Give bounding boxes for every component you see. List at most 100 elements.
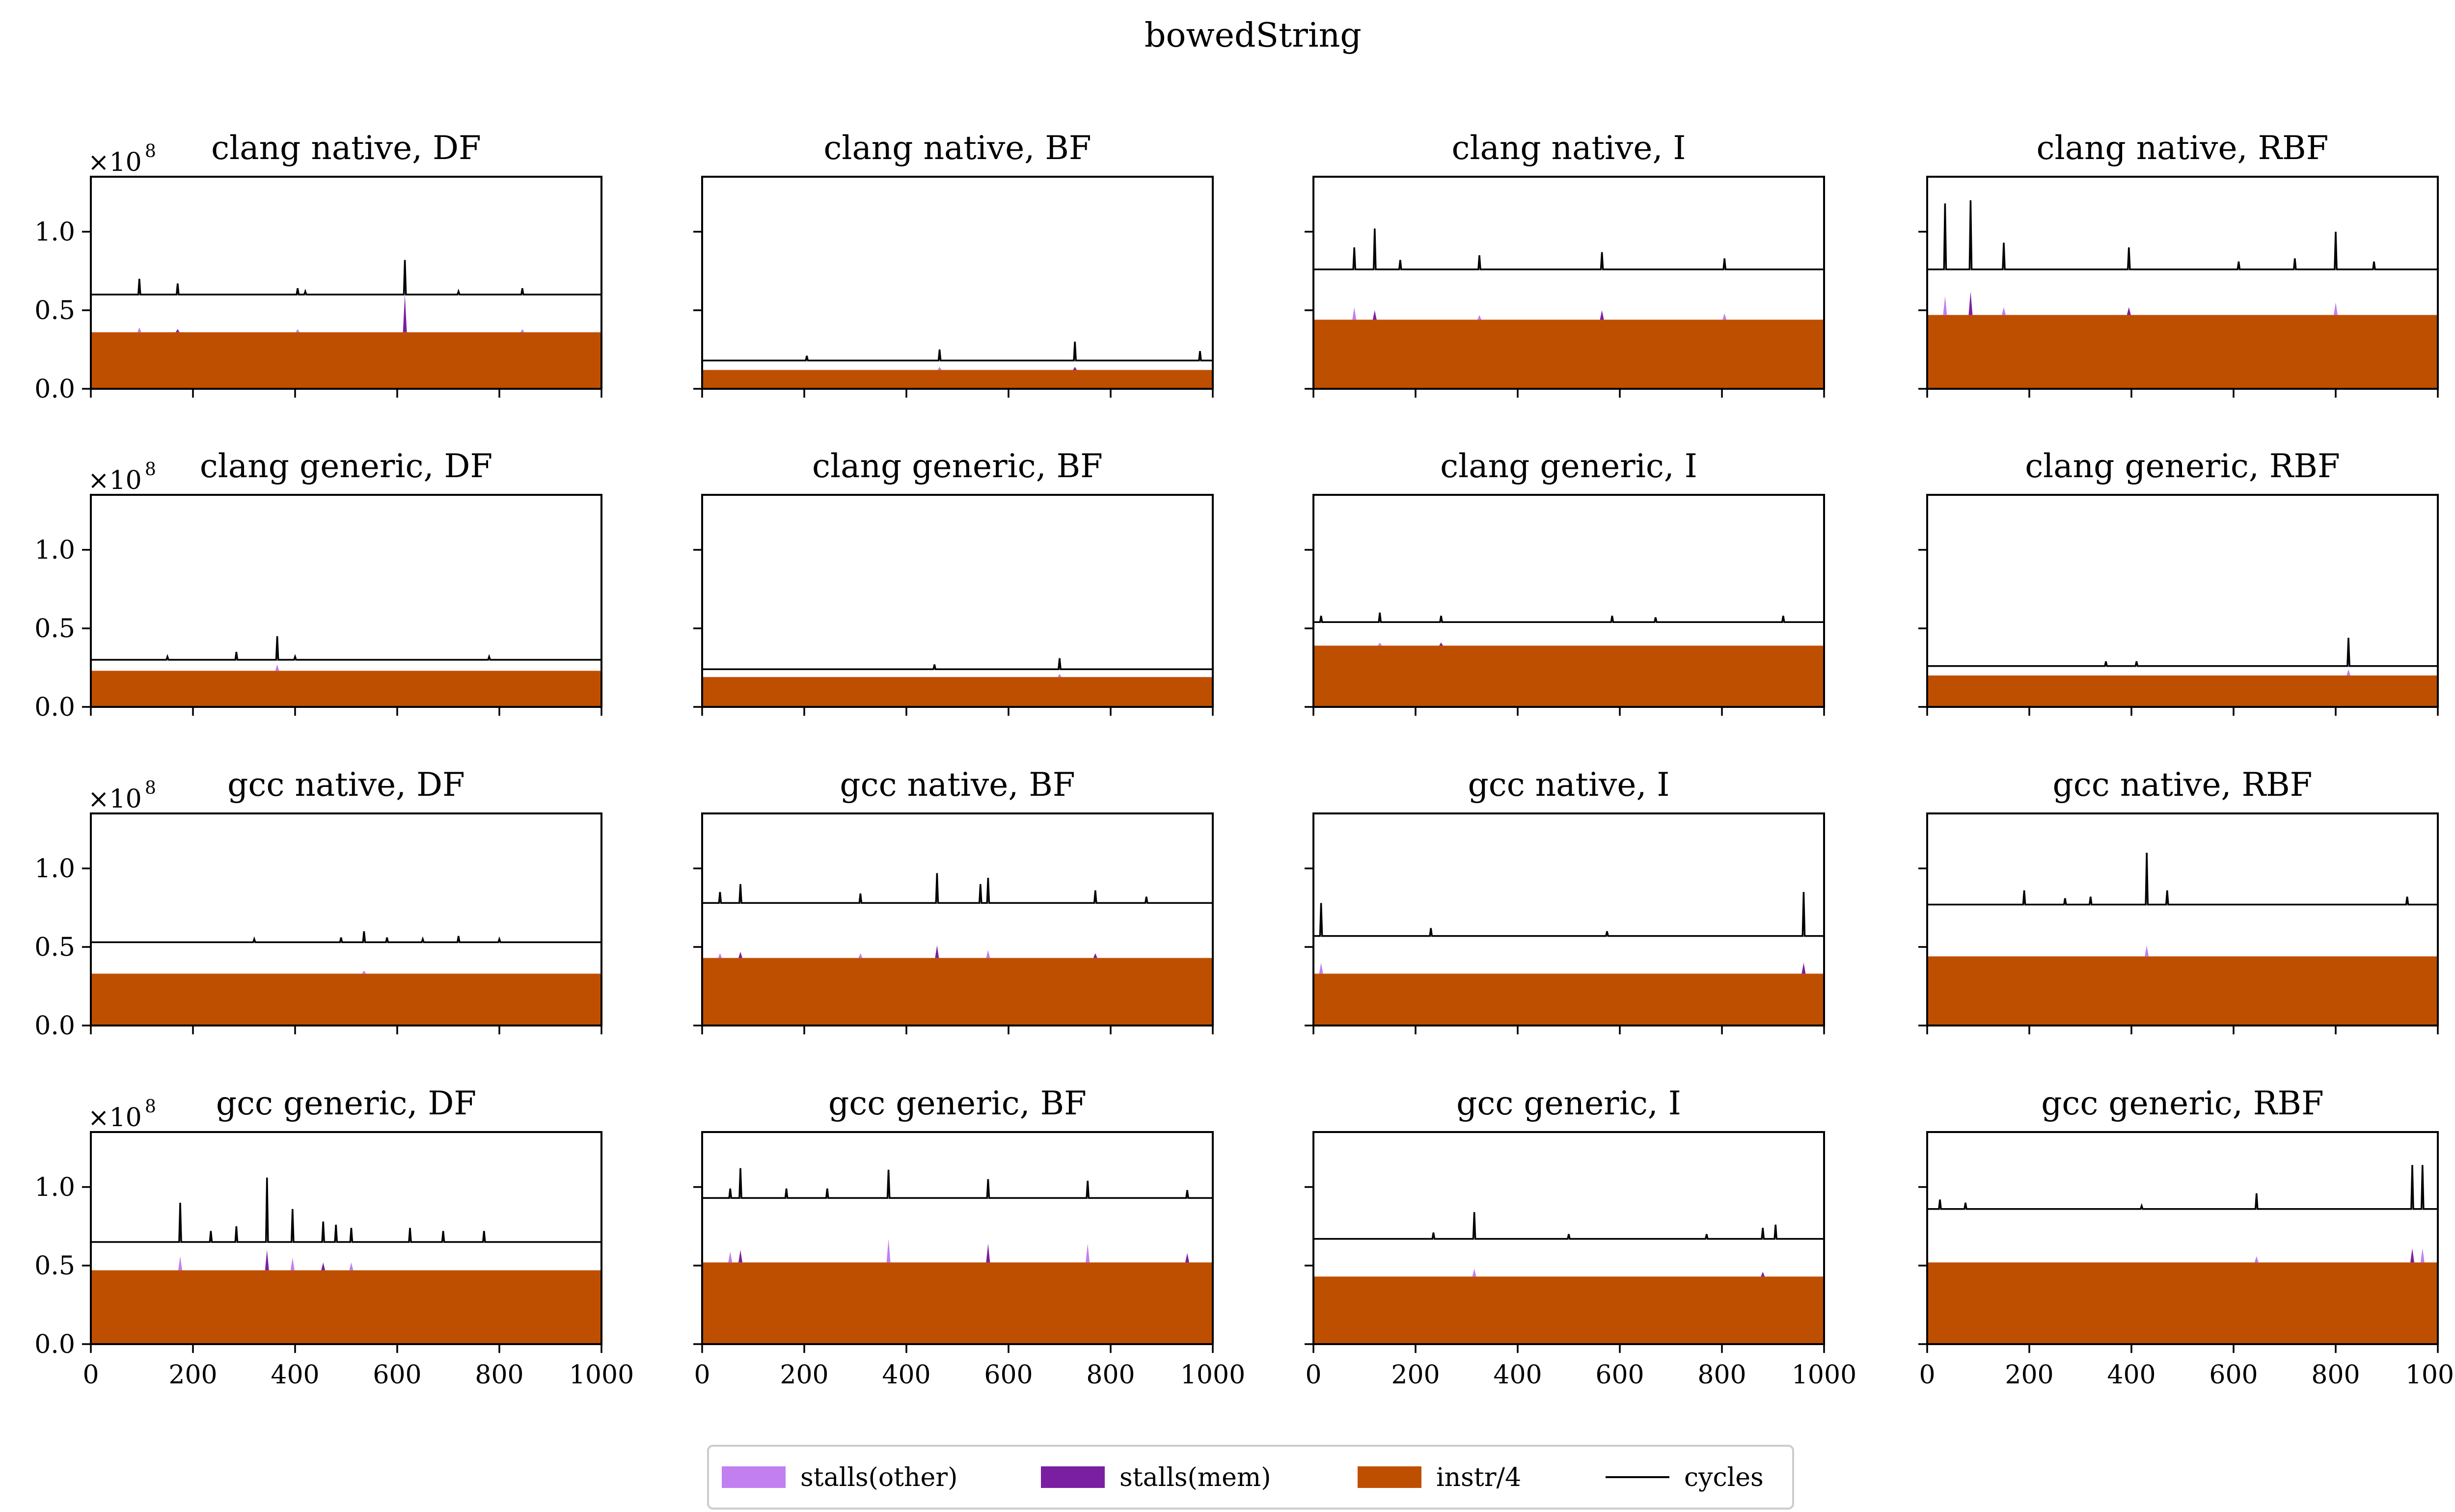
legend[interactable]: stalls(other) stalls(mem) instr/4 cycles (707, 1445, 1794, 1510)
axes-frame-8 (90, 812, 602, 1026)
x-tick-label-14-4: 800 (1697, 1360, 1746, 1390)
x-tick-label-12-4: 800 (475, 1360, 523, 1390)
instr-area-6 (1313, 646, 1824, 707)
instr-area-5 (702, 677, 1213, 707)
legend-item-2: instr/4 (1358, 1463, 1521, 1492)
cycles-line-14 (1313, 1212, 1824, 1240)
instr-area-8 (91, 973, 601, 1026)
x-tick-label-14-3: 600 (1595, 1360, 1644, 1390)
instr-area-15 (1927, 1262, 2438, 1344)
x-tick-label-13-3: 600 (984, 1360, 1033, 1390)
x-tick-label-13-4: 800 (1086, 1360, 1135, 1390)
panel-title-6: clang generic, I (1440, 447, 1697, 485)
panel-14: gcc generic, I 0 200 400 600 800 1000 (1305, 1084, 1856, 1390)
panel-13: gcc generic, BF 0 200 400 600 800 1000 (693, 1084, 1245, 1390)
panel-title-5: clang generic, BF (812, 447, 1103, 485)
stall-spike-13-4 (1086, 1243, 1090, 1263)
axes-frame-7 (1926, 494, 2439, 708)
instr-area-10 (1313, 973, 1824, 1026)
panel-title-1: clang native, BF (823, 129, 1091, 167)
stall-spike-2-2 (1477, 315, 1481, 320)
axes-frame-13 (701, 1131, 1214, 1345)
stall-spike-3-2 (2002, 307, 2006, 315)
x-tick-label-13-1: 200 (780, 1360, 828, 1390)
instr-area-0 (91, 332, 601, 389)
stall-spike-0-4 (520, 329, 524, 332)
stall-spike-9-5 (1093, 953, 1097, 958)
instr-area-9 (702, 958, 1213, 1026)
panel-15: gcc generic, RBF 0 200 400 600 800 1000 (1918, 1084, 2455, 1390)
stall-spike-1-0 (937, 367, 942, 370)
axes-frame-15 (1926, 1131, 2439, 1345)
y-tick-label-0-0: 0.0 (34, 375, 75, 404)
stall-spike-1-1 (1073, 367, 1077, 370)
y-tick-label-8-0: 0.0 (34, 1011, 75, 1041)
instr-area-11 (1927, 956, 2438, 1026)
stall-spike-2-0 (1352, 307, 1357, 320)
cycles-line-11 (1927, 852, 2438, 906)
x-tick-label-15-1: 200 (2005, 1360, 2053, 1390)
axes-frame-3 (1926, 176, 2439, 390)
y-scale-exponent-8: 8 (145, 778, 156, 798)
axes-frame-10 (1312, 812, 1825, 1026)
stall-spike-13-1 (738, 1250, 742, 1263)
panel-title-13: gcc generic, BF (828, 1084, 1087, 1122)
axes-frame-2 (1312, 176, 1825, 390)
panel-title-4: clang generic, DF (200, 447, 492, 485)
stall-spike-6-0 (1378, 642, 1382, 646)
instr-area-13 (702, 1262, 1213, 1344)
y-tick-label-8-2: 1.0 (34, 854, 75, 884)
stall-spike-3-3 (2127, 307, 2131, 315)
stall-spike-9-4 (986, 950, 990, 958)
cycles-line-15 (1927, 1165, 2438, 1210)
x-tick-label-15-0: 0 (1919, 1360, 1935, 1390)
legend-swatch-2 (1358, 1466, 1421, 1488)
stall-spike-0-2 (296, 329, 300, 332)
x-tick-label-12-0: 0 (82, 1360, 99, 1390)
axes-frame-12 (90, 1131, 602, 1345)
legend-label-0: stalls(other) (800, 1463, 957, 1492)
cycles-line-3 (1927, 200, 2438, 270)
panel-title-0: clang native, DF (211, 129, 481, 167)
stall-spike-9-1 (738, 951, 742, 958)
y-scale-exponent-4: 8 (145, 459, 156, 480)
cycles-line-12 (91, 1177, 601, 1243)
cycles-line-2 (1313, 228, 1824, 270)
y-scale-label-12: ×10 (88, 1103, 142, 1133)
stall-spike-11-0 (2145, 945, 2149, 957)
stall-spike-0-1 (175, 329, 180, 332)
legend-swatch-1 (1041, 1466, 1105, 1488)
panel-title-15: gcc generic, RBF (2041, 1084, 2324, 1122)
cycles-line-13 (702, 1168, 1213, 1199)
panel-3: clang native, RBF (1918, 129, 2439, 398)
axes-frame-9 (701, 812, 1214, 1026)
x-tick-label-12-3: 600 (373, 1360, 421, 1390)
axes-frame-4 (90, 494, 602, 708)
stall-spike-2-3 (1600, 310, 1604, 320)
x-tick-label-14-0: 0 (1305, 1360, 1321, 1390)
stall-spike-12-1 (265, 1250, 269, 1270)
legend-label-2: instr/4 (1436, 1463, 1521, 1492)
panel-8: gcc native, DF 0.0 0.5 1.0 ×10 8 (34, 766, 602, 1041)
x-tick-label-14-2: 400 (1493, 1360, 1542, 1390)
y-tick-label-12-2: 1.0 (34, 1173, 75, 1202)
panel-title-3: clang native, RBF (2037, 129, 2329, 167)
stall-spike-12-4 (349, 1262, 354, 1270)
axes-frame-5 (701, 494, 1214, 708)
axes-frame-6 (1312, 494, 1825, 708)
cycles-line-10 (1313, 891, 1824, 937)
cycles-line-9 (702, 873, 1213, 904)
panel-title-7: clang generic, RBF (2025, 447, 2340, 485)
stall-spike-3-1 (1968, 291, 1973, 315)
stall-spike-15-1 (2410, 1248, 2414, 1263)
x-tick-label-12-5: 1000 (569, 1360, 634, 1390)
x-tick-label-13-5: 1000 (1180, 1360, 1245, 1390)
x-tick-label-12-1: 200 (168, 1360, 217, 1390)
stall-spike-8-0 (362, 971, 366, 974)
axes-frame-0 (90, 176, 602, 390)
panel-title-9: gcc native, BF (840, 766, 1075, 804)
y-tick-label-0-1: 0.5 (34, 296, 75, 325)
cycles-line-0 (91, 260, 601, 296)
legend-item-1: stalls(mem) (1041, 1463, 1271, 1492)
